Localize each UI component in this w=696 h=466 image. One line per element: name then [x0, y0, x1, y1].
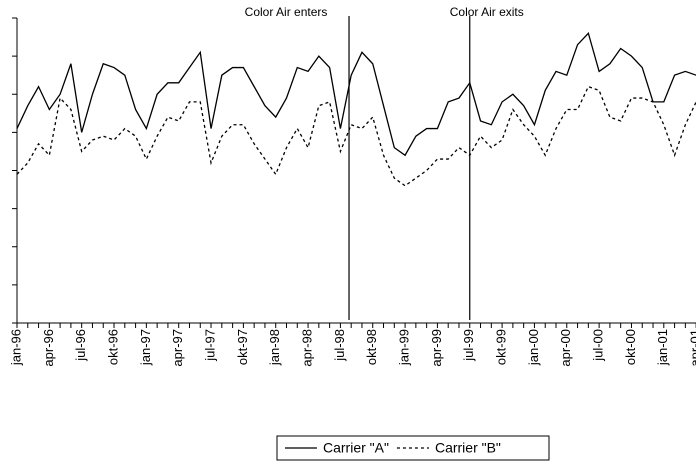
x-tick-label: jan-01	[655, 329, 670, 366]
x-tick-label: jul-96	[73, 329, 88, 362]
x-tick-label: jan-96	[8, 329, 23, 366]
x-tick-label: okt-97	[235, 329, 250, 365]
x-tick-label: apr-00	[558, 329, 573, 367]
x-tick-label: jan-99	[397, 329, 412, 366]
series-line	[16, 31, 696, 157]
x-tick-label: jan-97	[138, 329, 153, 366]
x-tick-label: apr-97	[170, 329, 185, 367]
x-tick-label: jul-98	[332, 329, 347, 362]
x-tick-label: jul-00	[591, 329, 606, 362]
x-tick-label: okt-96	[105, 329, 120, 365]
x-tick-label: apr-01	[688, 329, 696, 367]
legend-box	[276, 435, 550, 461]
x-tick-label: jan-98	[267, 329, 282, 366]
x-tick-label: jul-99	[461, 329, 476, 362]
x-tick-label: apr-96	[41, 329, 56, 367]
legend-label: Carrier "B"	[435, 440, 501, 456]
x-tick-label: apr-99	[429, 329, 444, 367]
x-tick-label: okt-00	[623, 329, 638, 365]
annotation-label: Color Air exits	[450, 5, 524, 19]
x-tick-label: apr-98	[299, 329, 314, 367]
x-tick-label: jul-97	[202, 329, 217, 362]
legend: Carrier "A" Carrier "B"	[276, 435, 550, 461]
x-tick-label: okt-99	[494, 329, 509, 365]
legend-label: Carrier "A"	[323, 440, 389, 456]
series-line	[16, 85, 696, 187]
annotation-label: Color Air enters	[245, 5, 328, 19]
x-tick-label: jan-00	[526, 329, 541, 366]
x-tick-label: okt-98	[364, 329, 379, 365]
